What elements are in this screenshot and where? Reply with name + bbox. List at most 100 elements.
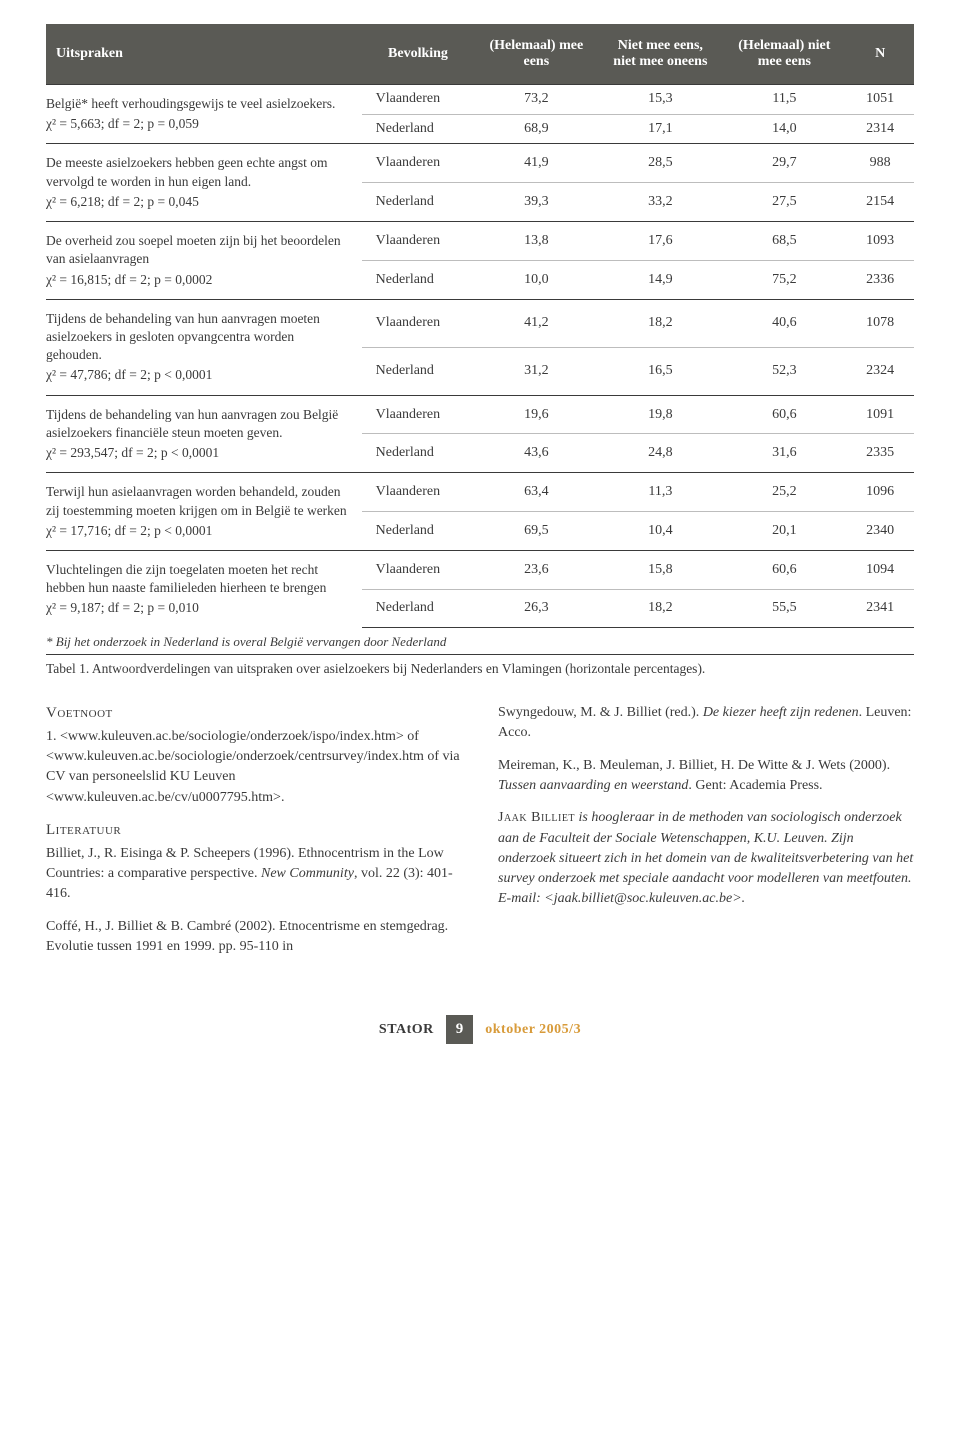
value-cell: 68,5 — [722, 222, 846, 261]
value-cell: 41,9 — [474, 144, 598, 183]
value-cell: 31,6 — [722, 434, 846, 473]
issue-label: oktober 2005/3 — [485, 1022, 581, 1038]
statement-text: Vluchtelingen die zijn toegelaten moeten… — [46, 561, 352, 597]
statement-text: De overheid zou soepel moeten zijn bij h… — [46, 232, 352, 268]
statement-cell: Vluchtelingen die zijn toegelaten moeten… — [46, 550, 362, 627]
value-cell: 73,2 — [474, 85, 598, 115]
value-cell: 17,1 — [598, 114, 722, 144]
text-columns: Voetnoot 1. <www.kuleuven.ac.be/sociolog… — [46, 703, 914, 969]
section-title-literatuur: Literatuur — [46, 820, 462, 842]
region-cell: Nederland — [362, 589, 475, 628]
col-header-statements: Uitspraken — [46, 24, 362, 85]
lit-text: Swyngedouw, M. & J. Billiet (red.). — [498, 705, 703, 720]
data-table: Uitspraken Bevolking (Helemaal) mee eens… — [46, 24, 914, 628]
col-header-n: N — [846, 24, 914, 85]
statement-chi: χ² = 17,716; df = 2; p < 0,0001 — [46, 522, 352, 540]
literature-entry: Swyngedouw, M. & J. Billiet (red.). De k… — [498, 703, 914, 744]
statement-chi: χ² = 293,547; df = 2; p < 0,0001 — [46, 444, 352, 462]
region-cell: Nederland — [362, 347, 475, 395]
author-name: Jaak Billiet — [498, 810, 575, 825]
value-cell: 1051 — [846, 85, 914, 115]
lit-italic: Tussen aanvaarding en weerstand — [498, 778, 688, 793]
statement-chi: χ² = 5,663; df = 2; p = 0,059 — [46, 115, 352, 133]
table-footnote: * Bij het onderzoek in Nederland is over… — [46, 634, 914, 650]
value-cell: 2314 — [846, 114, 914, 144]
value-cell: 988 — [846, 144, 914, 183]
region-cell: Nederland — [362, 260, 475, 299]
value-cell: 63,4 — [474, 473, 598, 512]
literature-entry: Meireman, K., B. Meuleman, J. Billiet, H… — [498, 756, 914, 797]
table-row: Tijdens de behandeling van hun aanvragen… — [46, 299, 914, 347]
value-cell: 10,4 — [598, 512, 722, 551]
statement-cell: De overheid zou soepel moeten zijn bij h… — [46, 222, 362, 300]
value-cell: 1078 — [846, 299, 914, 347]
value-cell: 27,5 — [722, 183, 846, 222]
statement-cell: België* heeft verhoudingsgewijs te veel … — [46, 85, 362, 144]
region-cell: Vlaanderen — [362, 395, 475, 434]
value-cell: 29,7 — [722, 144, 846, 183]
statement-text: Terwijl hun asielaanvragen worden behand… — [46, 483, 352, 519]
value-cell: 24,8 — [598, 434, 722, 473]
value-cell: 1091 — [846, 395, 914, 434]
value-cell: 2335 — [846, 434, 914, 473]
statement-chi: χ² = 16,815; df = 2; p = 0,0002 — [46, 271, 352, 289]
right-column: Swyngedouw, M. & J. Billiet (red.). De k… — [498, 703, 914, 969]
statement-text: De meeste asielzoekers hebben geen echte… — [46, 154, 352, 190]
value-cell: 2341 — [846, 589, 914, 628]
value-cell: 18,2 — [598, 299, 722, 347]
region-cell: Vlaanderen — [362, 299, 475, 347]
value-cell: 25,2 — [722, 473, 846, 512]
table-row: De meeste asielzoekers hebben geen echte… — [46, 144, 914, 183]
table-caption: Tabel 1. Antwoordverdelingen van uitspra… — [46, 654, 914, 677]
statement-text: Tijdens de behandeling van hun aanvragen… — [46, 406, 352, 442]
lit-italic: New Community — [261, 866, 354, 881]
region-cell: Vlaanderen — [362, 144, 475, 183]
region-cell: Nederland — [362, 114, 475, 144]
value-cell: 75,2 — [722, 260, 846, 299]
region-cell: Nederland — [362, 434, 475, 473]
value-cell: 69,5 — [474, 512, 598, 551]
value-cell: 1094 — [846, 550, 914, 589]
lit-italic: De kiezer heeft zijn redenen — [703, 705, 859, 720]
statement-text: België* heeft verhoudingsgewijs te veel … — [46, 95, 352, 113]
table-header: Uitspraken Bevolking (Helemaal) mee eens… — [46, 24, 914, 85]
author-bio: Jaak Billiet is hoogleraar in de methode… — [498, 808, 914, 909]
value-cell: 41,2 — [474, 299, 598, 347]
statement-text: Tijdens de behandeling van hun aanvragen… — [46, 310, 352, 365]
literature-entry: Billiet, J., R. Eisinga & P. Scheepers (… — [46, 844, 462, 905]
value-cell: 13,8 — [474, 222, 598, 261]
statement-cell: Tijdens de behandeling van hun aanvragen… — [46, 395, 362, 473]
lit-text: . Gent: Academia Press. — [688, 778, 822, 793]
value-cell: 39,3 — [474, 183, 598, 222]
lit-text: Meireman, K., B. Meuleman, J. Billiet, H… — [498, 758, 890, 773]
value-cell: 15,3 — [598, 85, 722, 115]
col-header-neutral: Niet mee eens, niet mee oneens — [598, 24, 722, 85]
value-cell: 68,9 — [474, 114, 598, 144]
value-cell: 33,2 — [598, 183, 722, 222]
value-cell: 19,6 — [474, 395, 598, 434]
statement-chi: χ² = 47,786; df = 2; p < 0,0001 — [46, 366, 352, 384]
statement-chi: χ² = 9,187; df = 2; p = 0,010 — [46, 599, 352, 617]
value-cell: 43,6 — [474, 434, 598, 473]
value-cell: 16,5 — [598, 347, 722, 395]
page-number: 9 — [446, 1015, 474, 1044]
journal-brand: STAtOR — [379, 1022, 434, 1038]
value-cell: 17,6 — [598, 222, 722, 261]
value-cell: 1093 — [846, 222, 914, 261]
region-cell: Nederland — [362, 512, 475, 551]
section-title-voetnoot: Voetnoot — [46, 703, 462, 725]
value-cell: 1096 — [846, 473, 914, 512]
value-cell: 11,5 — [722, 85, 846, 115]
value-cell: 18,2 — [598, 589, 722, 628]
voetnoot-body: 1. <www.kuleuven.ac.be/sociologie/onderz… — [46, 727, 462, 808]
col-header-agree: (Helemaal) mee eens — [474, 24, 598, 85]
table-row: Terwijl hun asielaanvragen worden behand… — [46, 473, 914, 512]
value-cell: 15,8 — [598, 550, 722, 589]
table-row: België* heeft verhoudingsgewijs te veel … — [46, 85, 914, 115]
value-cell: 55,5 — [722, 589, 846, 628]
region-cell: Vlaanderen — [362, 473, 475, 512]
value-cell: 14,0 — [722, 114, 846, 144]
value-cell: 2340 — [846, 512, 914, 551]
region-cell: Nederland — [362, 183, 475, 222]
value-cell: 2324 — [846, 347, 914, 395]
